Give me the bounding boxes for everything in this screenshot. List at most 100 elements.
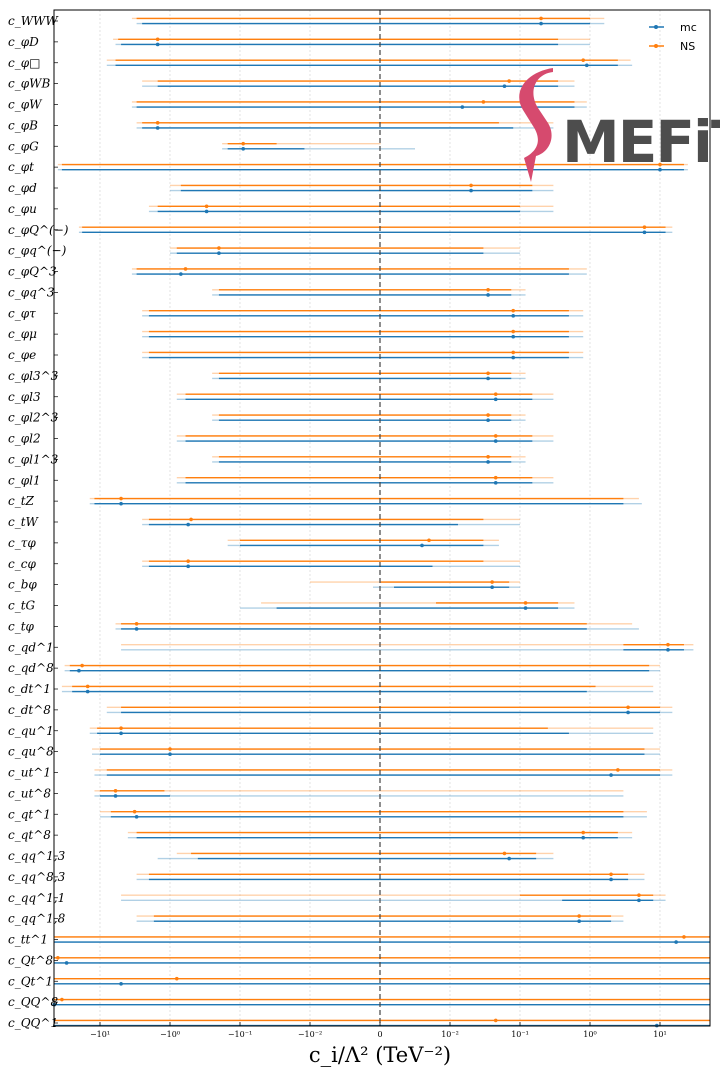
x-tick-label: 10⁰ (583, 1030, 596, 1039)
mc-mean-marker (486, 418, 490, 423)
ns-mean-marker (493, 475, 498, 480)
x-tick-labels: −10¹ −10⁰ −10⁻¹ −10⁻² 0 10⁻² 10⁻¹ 10⁰ 10¹ (90, 1022, 667, 1039)
coefficient-label: c_φl1 (8, 473, 41, 487)
coefficient-label: c_φW (8, 98, 43, 112)
x-tick-label: −10⁰ (160, 1030, 180, 1039)
mc-mean-marker (609, 773, 613, 777)
coefficient-label: c_φl1^3 (8, 452, 59, 466)
bound-bars (52, 16, 710, 1028)
coefficient-label: c_WWW (8, 14, 59, 28)
mc-mean-marker (511, 355, 516, 360)
plot-frame (53, 9, 711, 1027)
mc-mean-marker (511, 314, 516, 318)
coefficient-label: c_τφ (8, 536, 36, 550)
mc-mean-marker (119, 731, 123, 736)
mc-mean-marker (113, 794, 118, 798)
x-tick-label: −10⁻¹ (228, 1030, 252, 1039)
coefficient-label: c_φτ (8, 306, 36, 320)
mc-mean-marker (168, 752, 172, 757)
ns-mean-marker (511, 329, 516, 334)
ns-mean-marker (469, 183, 473, 188)
x-tick-label: −10¹ (90, 1030, 110, 1039)
axes-frame (53, 9, 711, 1027)
ns-mean-marker (174, 976, 179, 981)
mc-mean-marker (502, 84, 507, 89)
coefficient-label: c_tW (8, 515, 40, 529)
mc-mean-marker (186, 522, 190, 527)
ns-mean-marker (189, 517, 193, 522)
mc-mean-marker (460, 105, 465, 109)
coefficient-label: c_tZ (8, 494, 35, 508)
coefficient-label: c_φe (8, 348, 36, 362)
ns-mean-marker (539, 16, 543, 21)
mc-mean-marker (523, 606, 528, 610)
ns-mean-marker (581, 58, 586, 62)
ns-mean-marker (134, 621, 139, 626)
mc-mean-marker (666, 648, 670, 652)
ns-mean-marker (490, 580, 494, 584)
coefficient-label: c_φq^3 (8, 285, 55, 299)
ns-mean-marker (486, 287, 490, 292)
ns-mean-marker (486, 454, 490, 459)
coefficient-label: c_QQ^8 (8, 995, 58, 1009)
ns-mean-marker (204, 204, 209, 209)
legend-mc-label: mc (680, 21, 697, 34)
coefficient-label: c_tG (8, 599, 36, 613)
ns-mean-marker (493, 392, 498, 396)
mc-mean-marker (155, 126, 160, 130)
legend-ns-label: NS (680, 40, 695, 53)
mc-mean-marker (609, 877, 613, 882)
coefficient-label: c_φD (8, 35, 39, 49)
coefficient-label: c_qq^8,3 (8, 870, 66, 884)
coefficient-label: c_φB (8, 118, 38, 132)
ns-mean-marker (481, 100, 486, 104)
ns-mean-marker (155, 37, 160, 42)
ns-mean-marker (427, 538, 431, 543)
mc-mean-marker (179, 272, 183, 276)
coefficient-label: c_φμ (8, 327, 37, 341)
mc-mean-marker (420, 543, 424, 548)
x-axis-label: c_i/Λ² (TeV⁻²) (309, 1043, 451, 1067)
ns-mean-marker (502, 851, 507, 856)
ns-mean-marker (511, 308, 516, 313)
coefficient-label: c_φt (8, 160, 34, 174)
ns-mean-marker (511, 350, 516, 355)
mc-mean-marker (186, 564, 190, 569)
ns-mean-marker (642, 225, 647, 229)
ns-mean-marker (523, 601, 528, 605)
ns-mean-marker (80, 663, 84, 668)
mc-mean-marker (493, 397, 498, 402)
mc-mean-marker (134, 815, 139, 819)
mc-mean-marker (490, 585, 494, 590)
ns-mean-marker (609, 872, 613, 877)
coefficient-label: c_cφ (8, 557, 36, 571)
coefficient-label: c_tt^1 (8, 933, 48, 947)
mc-mean-marker (642, 230, 647, 235)
mc-mean-marker (64, 961, 69, 965)
coefficient-label: c_φl3 (8, 390, 41, 404)
coefficient-label: c_φq^(−) (8, 244, 67, 258)
ns-mean-marker (626, 705, 630, 710)
ns-mean-marker (183, 267, 188, 271)
mc-mean-marker (486, 376, 490, 381)
mc-mean-marker (511, 334, 516, 339)
coefficient-label: c_tφ (8, 619, 35, 633)
coefficient-label: c_dt^1 (8, 682, 51, 696)
mc-mean-marker (539, 21, 543, 26)
mc-mean-marker (486, 460, 490, 464)
mc-mean-marker (637, 898, 641, 903)
mc-mean-marker (155, 42, 160, 47)
x-tick-label: 10⁻² (441, 1030, 459, 1039)
ns-mean-marker (682, 935, 686, 939)
mc-mean-marker (626, 710, 630, 715)
coefficient-label: c_qu^8 (8, 745, 54, 759)
ns-mean-marker (217, 246, 221, 250)
ns-mean-marker (486, 371, 490, 376)
mc-mean-marker (77, 668, 81, 673)
coefficient-label: c_Qt^8 (8, 953, 53, 967)
legend: mc NS (649, 21, 697, 53)
coefficient-label: c_bφ (8, 578, 37, 592)
mc-mean-marker (674, 940, 678, 944)
mc-mean-marker (119, 501, 123, 506)
coefficient-label: c_dt^8 (8, 703, 51, 717)
